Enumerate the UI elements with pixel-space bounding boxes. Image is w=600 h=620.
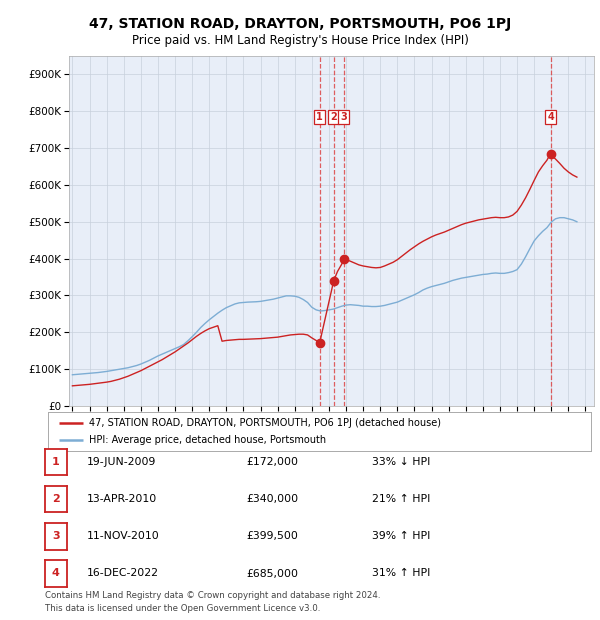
Text: 4: 4	[547, 112, 554, 122]
Text: 11-NOV-2010: 11-NOV-2010	[87, 531, 160, 541]
Text: This data is licensed under the Open Government Licence v3.0.: This data is licensed under the Open Gov…	[45, 603, 320, 613]
Text: 1: 1	[316, 112, 323, 122]
Text: 4: 4	[52, 569, 60, 578]
Text: 2: 2	[52, 494, 59, 504]
Text: 16-DEC-2022: 16-DEC-2022	[87, 569, 159, 578]
Text: 3: 3	[340, 112, 347, 122]
Text: HPI: Average price, detached house, Portsmouth: HPI: Average price, detached house, Port…	[89, 435, 326, 445]
Text: £399,500: £399,500	[246, 531, 298, 541]
Text: 39% ↑ HPI: 39% ↑ HPI	[372, 531, 430, 541]
Text: 47, STATION ROAD, DRAYTON, PORTSMOUTH, PO6 1PJ (detached house): 47, STATION ROAD, DRAYTON, PORTSMOUTH, P…	[89, 418, 441, 428]
Text: 2: 2	[331, 112, 337, 122]
Text: 19-JUN-2009: 19-JUN-2009	[87, 457, 157, 467]
Text: 3: 3	[52, 531, 59, 541]
Text: Contains HM Land Registry data © Crown copyright and database right 2024.: Contains HM Land Registry data © Crown c…	[45, 590, 380, 600]
Text: £340,000: £340,000	[246, 494, 298, 504]
Text: £172,000: £172,000	[246, 457, 298, 467]
Text: £685,000: £685,000	[246, 569, 298, 578]
Text: 31% ↑ HPI: 31% ↑ HPI	[372, 569, 430, 578]
Text: 47, STATION ROAD, DRAYTON, PORTSMOUTH, PO6 1PJ: 47, STATION ROAD, DRAYTON, PORTSMOUTH, P…	[89, 17, 511, 32]
Text: 13-APR-2010: 13-APR-2010	[87, 494, 157, 504]
Text: 21% ↑ HPI: 21% ↑ HPI	[372, 494, 430, 504]
Text: 1: 1	[52, 457, 59, 467]
Text: Price paid vs. HM Land Registry's House Price Index (HPI): Price paid vs. HM Land Registry's House …	[131, 34, 469, 47]
Text: 33% ↓ HPI: 33% ↓ HPI	[372, 457, 430, 467]
